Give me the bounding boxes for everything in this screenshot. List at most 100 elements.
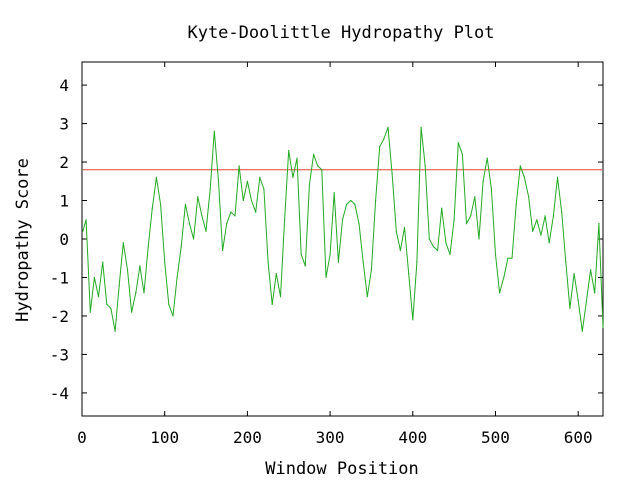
data-point <box>263 188 265 190</box>
data-point <box>172 315 174 317</box>
data-point <box>259 176 261 178</box>
data-point <box>519 165 521 167</box>
data-point <box>122 242 124 244</box>
data-point <box>461 153 463 155</box>
data-point <box>465 223 468 225</box>
x-tick-label: 500 <box>481 428 510 447</box>
data-point <box>135 292 137 294</box>
data-point <box>325 276 327 279</box>
data-point <box>197 196 199 198</box>
data-point <box>494 253 497 255</box>
series-group <box>82 126 604 332</box>
data-point <box>164 261 166 263</box>
data-point <box>292 176 294 178</box>
data-point <box>387 126 389 128</box>
data-point <box>217 180 220 182</box>
data-point <box>226 223 228 225</box>
data-point <box>507 257 509 259</box>
data-point <box>379 146 381 148</box>
data-point <box>114 330 116 332</box>
y-tick-label: -3 <box>50 345 69 364</box>
data-point <box>209 188 211 190</box>
data-point <box>102 261 104 263</box>
data-point <box>540 234 542 236</box>
data-point <box>106 303 108 305</box>
data-point <box>581 330 583 332</box>
data-point <box>350 199 352 202</box>
data-point <box>358 223 360 225</box>
data-point <box>85 219 87 221</box>
data-point <box>561 211 563 213</box>
y-tick-label: -1 <box>50 268 69 287</box>
data-point <box>296 157 298 159</box>
data-point <box>445 242 447 244</box>
data-point <box>399 249 401 252</box>
data-point <box>250 199 253 202</box>
x-tick-label: 0 <box>77 428 87 447</box>
data-point <box>511 257 513 259</box>
data-point <box>300 253 302 255</box>
data-point <box>230 211 232 213</box>
data-point <box>470 215 472 217</box>
y-tick-label: 1 <box>59 192 69 211</box>
data-point <box>474 196 476 198</box>
data-point <box>565 261 567 263</box>
data-point <box>437 249 439 252</box>
data-point <box>354 203 356 205</box>
data-point <box>602 326 604 329</box>
data-point <box>205 230 207 232</box>
data-point <box>89 311 91 313</box>
plot-frame <box>81 61 604 417</box>
data-point <box>515 203 517 205</box>
data-point <box>457 142 459 144</box>
data-point <box>528 196 530 198</box>
data-point <box>246 180 248 182</box>
y-axis-label: Hydropathy Score <box>13 158 33 322</box>
data-point <box>569 307 571 309</box>
y-axis-ticks: 4 3 2 1 0 -1 -2 -3 -4 <box>50 76 603 403</box>
data-point <box>279 296 282 298</box>
y-tick-label: 4 <box>59 76 69 95</box>
data-point <box>536 219 538 221</box>
data-point <box>155 176 157 178</box>
data-point <box>556 176 559 178</box>
x-tick-label: 300 <box>316 428 345 447</box>
data-point <box>490 188 492 190</box>
data-point <box>449 253 451 255</box>
data-point <box>304 265 306 267</box>
data-point <box>93 276 95 279</box>
data-point <box>284 219 286 221</box>
data-point <box>403 226 406 229</box>
data-point <box>337 261 339 263</box>
data-point <box>408 273 410 275</box>
x-tick-label: 400 <box>398 428 427 447</box>
data-point <box>288 149 290 152</box>
data-point <box>313 153 315 155</box>
data-point <box>375 199 377 202</box>
data-point <box>478 238 480 240</box>
data-point <box>486 157 488 159</box>
data-point <box>395 230 397 232</box>
data-point <box>412 319 414 321</box>
y-tick-label: 0 <box>59 230 69 249</box>
data-point <box>168 303 170 305</box>
data-point <box>317 165 319 167</box>
data-point <box>188 223 191 225</box>
data-point <box>238 165 240 167</box>
data-point <box>590 269 592 271</box>
data-point <box>333 192 335 194</box>
data-point <box>193 238 195 240</box>
data-point <box>585 300 588 302</box>
data-point <box>110 307 112 309</box>
data-point <box>482 180 484 182</box>
x-axis-label: Window Position <box>265 459 419 479</box>
data-point <box>143 292 145 294</box>
x-tick-label: 100 <box>150 428 179 447</box>
data-point <box>391 173 393 175</box>
data-point <box>503 276 505 279</box>
hydropathy-series-line <box>82 126 604 332</box>
data-point <box>552 215 555 217</box>
data-point <box>428 238 430 240</box>
data-point <box>432 246 435 248</box>
data-point <box>184 203 186 205</box>
